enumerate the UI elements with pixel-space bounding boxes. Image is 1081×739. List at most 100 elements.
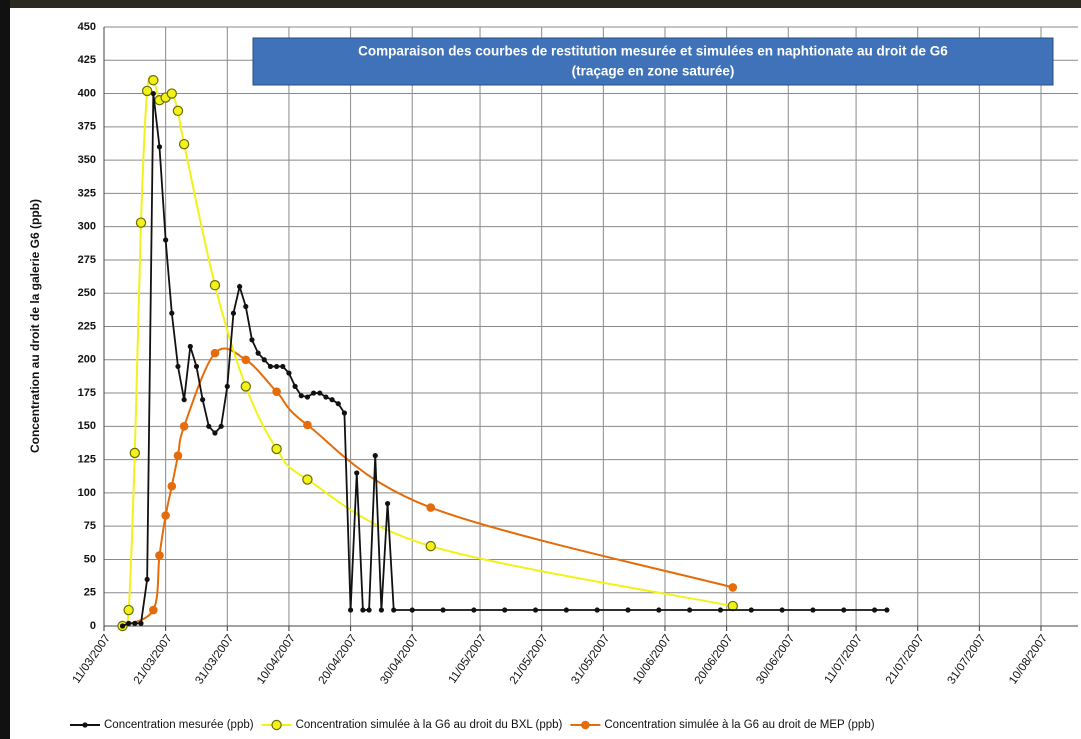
data-point [267, 363, 274, 370]
data-point [230, 310, 237, 316]
y-tick-label: 0 [90, 620, 96, 632]
x-tick-label: 21/07/2007 [884, 633, 927, 687]
x-tick-label: 21/03/2007 [132, 633, 175, 687]
data-point [181, 397, 187, 403]
data-point [841, 607, 847, 613]
data-point [502, 607, 508, 613]
y-tick-label: 200 [78, 354, 96, 366]
data-point [280, 363, 286, 370]
data-point [303, 420, 312, 430]
data-point [255, 350, 261, 356]
x-tick-label: 10/06/2007 [631, 633, 674, 687]
x-tick-label: 10/04/2007 [255, 633, 298, 687]
data-point [304, 394, 311, 400]
data-point [378, 607, 385, 613]
x-tick-label: 11/03/2007 [71, 633, 113, 686]
chart-title: Comparaison des courbes de restitution m… [358, 44, 948, 59]
y-tick-label: 225 [78, 320, 96, 332]
data-point [175, 363, 181, 370]
data-point [310, 390, 317, 396]
data-point [241, 355, 251, 365]
data-point [150, 90, 156, 97]
legend-marker [82, 722, 88, 728]
data-point [425, 540, 436, 552]
data-point [728, 583, 738, 592]
data-point [302, 474, 313, 485]
top-band [0, 0, 1081, 8]
data-point [426, 503, 436, 512]
data-point [173, 451, 183, 460]
data-point [409, 607, 415, 613]
y-tick-label: 150 [78, 420, 96, 432]
data-point [272, 387, 281, 397]
data-point [167, 481, 177, 491]
data-point [169, 310, 175, 316]
series-line [122, 347, 734, 627]
y-tick-label: 75 [84, 520, 96, 532]
x-tick-label: 31/03/2007 [193, 633, 236, 687]
data-point [119, 623, 126, 629]
x-tick-label: 11/05/2007 [447, 633, 489, 686]
data-point [148, 75, 159, 86]
data-point [323, 394, 329, 400]
data-point [261, 357, 267, 363]
data-point [884, 607, 890, 613]
data-point [271, 443, 282, 455]
data-point [532, 607, 539, 613]
chart-subtitle: (traçage en zone saturée) [572, 64, 735, 79]
data-point [193, 363, 200, 370]
data-point [206, 423, 212, 429]
data-point [126, 620, 132, 626]
legend-label: Concentration simulée à la G6 au droit d… [604, 719, 874, 731]
y-tick-label: 400 [78, 87, 96, 99]
data-point [687, 607, 693, 613]
data-point [210, 348, 220, 358]
series-line [122, 93, 887, 627]
x-tick-label: 20/04/2007 [317, 633, 360, 687]
data-point [366, 607, 372, 613]
title-box [252, 37, 1054, 86]
data-point [249, 337, 255, 343]
data-point [149, 605, 158, 615]
data-point [156, 144, 163, 150]
data-point [810, 607, 816, 613]
data-point [187, 343, 193, 350]
data-point [224, 383, 230, 389]
data-point [135, 217, 147, 228]
x-tick-label: 31/07/2007 [945, 633, 988, 687]
data-point [360, 607, 366, 613]
y-tick-label: 25 [84, 587, 96, 599]
y-axis-label: Concentration au droit de la galerie G6 … [28, 199, 42, 453]
data-point [471, 607, 477, 613]
data-point [292, 383, 298, 389]
y-tick-label: 325 [78, 187, 96, 199]
data-point [144, 576, 150, 583]
x-tick-label: 31/05/2007 [569, 633, 612, 687]
data-point [179, 422, 189, 431]
data-point [372, 453, 378, 459]
x-tick-label: 30/06/2007 [754, 633, 797, 687]
legend-marker [581, 720, 590, 730]
y-tick-label: 175 [78, 387, 96, 399]
data-point [656, 607, 662, 613]
y-tick-label: 425 [78, 54, 96, 66]
legend-label: Concentration mesurée (ppb) [104, 719, 254, 731]
data-point [138, 620, 144, 626]
data-point [347, 607, 354, 613]
data-point [748, 607, 754, 613]
plot-area: 0 25 50 75 100 125 150 175 200 225 250 275 300 325 350… [70, 21, 1078, 731]
data-point [329, 397, 335, 403]
data-point [163, 237, 169, 243]
data-point [563, 607, 569, 613]
data-point [871, 607, 878, 613]
data-point [440, 607, 446, 613]
x-tick-label: 11/07/2007 [823, 633, 865, 686]
data-point [218, 423, 224, 429]
data-point [341, 410, 348, 416]
data-point [594, 607, 600, 613]
data-point [209, 280, 221, 291]
y-tick-label: 250 [78, 287, 96, 299]
data-point [717, 607, 724, 613]
data-point [317, 390, 323, 396]
